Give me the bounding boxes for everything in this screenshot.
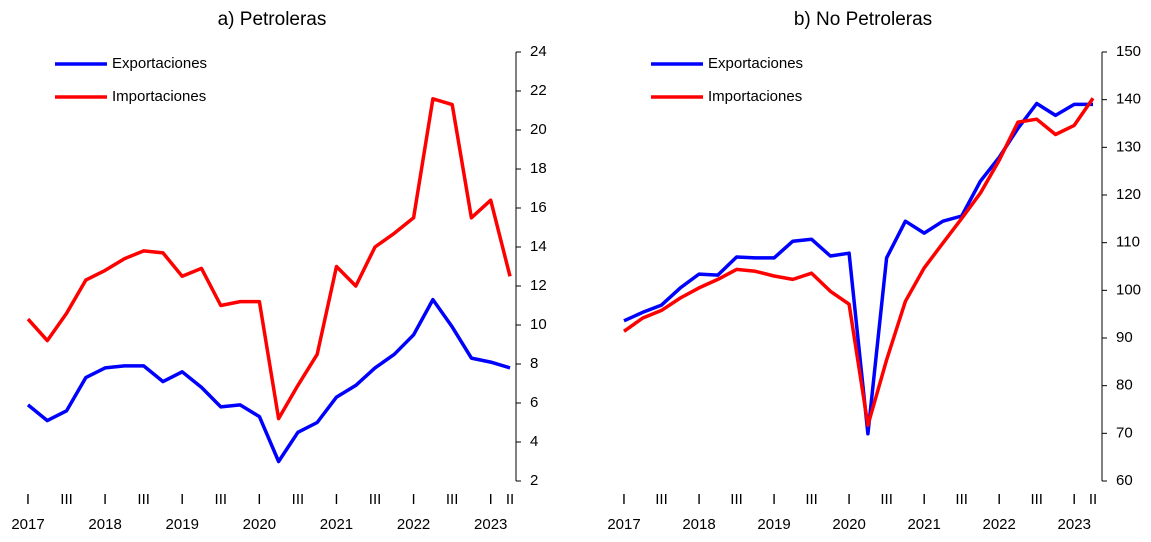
y-tick-label: 100 [1116, 281, 1141, 298]
legend-label: Exportaciones [708, 55, 803, 72]
chart-title: b) No Petroleras [794, 9, 932, 30]
x-group-label: 2018 [682, 516, 715, 533]
x-tick-label: III [955, 491, 968, 508]
x-tick-label: II [506, 491, 514, 508]
x-group-label: 2022 [397, 516, 430, 533]
y-tick-label: 12 [530, 277, 547, 294]
x-group-label: 2019 [757, 516, 790, 533]
x-tick-label: I [257, 491, 261, 508]
x-tick-label: III [369, 491, 382, 508]
y-tick-label: 90 [1116, 329, 1133, 346]
x-tick-label: III [655, 491, 668, 508]
data-line [26, 97, 512, 421]
x-group-label: 2020 [243, 516, 276, 533]
x-tick-label: I [412, 491, 416, 508]
x-tick-label: III [60, 491, 73, 508]
x-tick-label: I [103, 491, 107, 508]
y-tick-label: 8 [530, 355, 538, 372]
x-tick-label: I [1072, 491, 1076, 508]
x-tick-label: I [697, 491, 701, 508]
x-group-label: 2017 [11, 516, 44, 533]
x-group-label: 2019 [166, 516, 199, 533]
y-tick-label: 18 [530, 160, 547, 177]
legend-label: Importaciones [708, 88, 802, 105]
y-tick-label: 140 [1116, 91, 1141, 108]
x-tick-label: III [137, 491, 150, 508]
x-group-label: 2017 [607, 516, 640, 533]
y-tick-label: 60 [1116, 472, 1133, 489]
data-line [26, 297, 511, 464]
x-tick-label: III [730, 491, 743, 508]
x-tick-label: I [847, 491, 851, 508]
x-tick-label: III [805, 491, 818, 508]
x-group-label: 2021 [320, 516, 353, 533]
x-tick-label: I [622, 491, 626, 508]
x-group-label: 2023 [1058, 516, 1091, 533]
x-tick-label: I [997, 491, 1001, 508]
x-tick-label: II [1089, 491, 1097, 508]
data-line [622, 97, 1095, 427]
x-tick-label: III [1030, 491, 1043, 508]
x-tick-label: I [489, 491, 493, 508]
y-tick-label: 10 [530, 316, 547, 333]
x-tick-label: III [446, 491, 459, 508]
x-tick-label: I [180, 491, 184, 508]
y-tick-label: 120 [1116, 186, 1141, 203]
x-group-label: 2021 [907, 516, 940, 533]
y-tick-label: 24 [530, 43, 547, 60]
x-tick-label: III [880, 491, 893, 508]
y-tick-label: 2 [530, 472, 538, 489]
y-tick-label: 80 [1116, 377, 1133, 394]
x-group-label: 2018 [88, 516, 121, 533]
y-tick-label: 150 [1116, 43, 1141, 60]
x-group-label: 2020 [832, 516, 865, 533]
y-tick-label: 20 [530, 121, 547, 138]
x-tick-label: I [334, 491, 338, 508]
x-tick-label: I [26, 491, 30, 508]
x-group-label: 2023 [474, 516, 507, 533]
legend-label: Importaciones [112, 88, 206, 105]
y-tick-label: 6 [530, 394, 538, 411]
y-tick-label: 22 [530, 82, 547, 99]
x-tick-label: III [215, 491, 228, 508]
y-tick-label: 4 [530, 433, 538, 450]
y-tick-label: 70 [1116, 424, 1133, 441]
x-tick-label: I [922, 491, 926, 508]
y-tick-label: 14 [530, 238, 547, 255]
y-tick-label: 16 [530, 199, 547, 216]
x-tick-label: I [772, 491, 776, 508]
y-tick-label: 130 [1116, 138, 1141, 155]
data-line [623, 101, 1093, 436]
legend-label: Exportaciones [112, 55, 207, 72]
chart-title: a) Petroleras [218, 9, 327, 30]
x-group-label: 2022 [983, 516, 1016, 533]
x-tick-label: III [292, 491, 305, 508]
y-tick-label: 110 [1116, 234, 1140, 251]
